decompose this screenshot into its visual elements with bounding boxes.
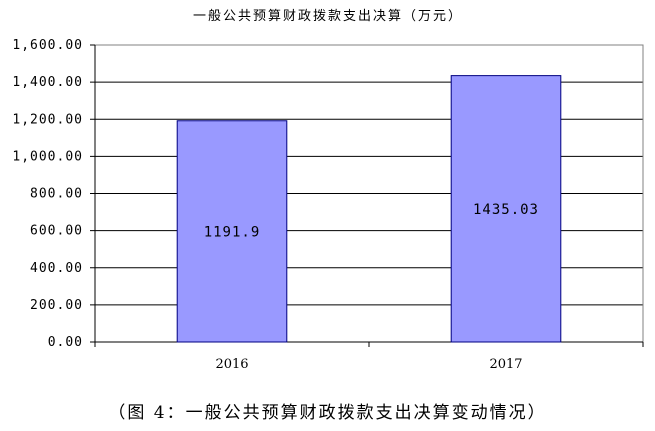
chart-title: 一般公共预算财政拨款支出决算（万元） [193, 8, 463, 24]
bar [176, 120, 288, 343]
y-tick-label: 1,200.00 [12, 112, 83, 127]
x-category-label: 2016 [215, 357, 248, 372]
data-label: 1191.9 [204, 224, 261, 240]
y-tick-label: 600.00 [30, 224, 83, 239]
y-tick-label: 400.00 [30, 261, 83, 276]
labels: 0.00 200.00 400.00 600.00 800.00 1,000.00 1,20… [12, 38, 539, 372]
chart: 一般公共预算财政拨款支出决算（万元） 0.00 200.00 400.00 600.0… [12, 8, 644, 372]
y-tick-label: 0.00 [48, 335, 83, 350]
bar [450, 75, 562, 343]
y-tick-label: 800.00 [30, 187, 83, 202]
y-tick-label: 1,400.00 [12, 75, 83, 90]
bars [176, 75, 562, 343]
figure-caption: （图 4：一般公共预算财政拨款支出决算变动情况） [108, 403, 547, 423]
x-category-label: 2017 [489, 357, 522, 372]
data-label: 1435.03 [473, 202, 539, 218]
y-tick-label: 1,000.00 [12, 149, 83, 164]
y-tick-label: 1,600.00 [12, 38, 83, 53]
y-tick-label: 200.00 [30, 298, 83, 313]
